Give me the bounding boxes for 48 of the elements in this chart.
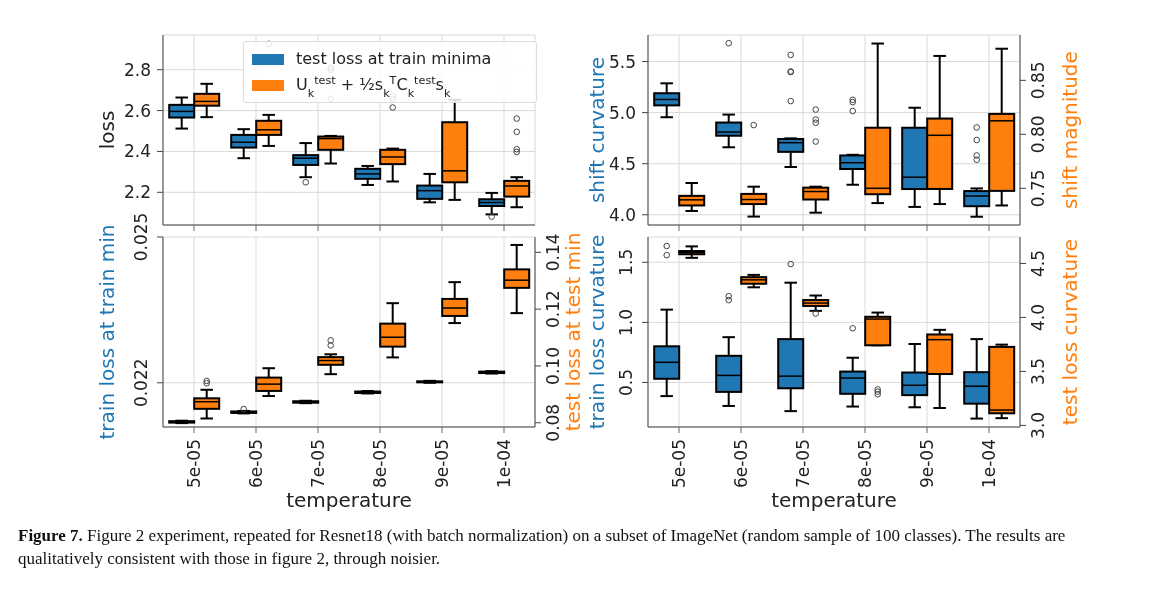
x-tick-label: 1e-04 bbox=[494, 439, 514, 489]
x-tick-label: 1e-04 bbox=[979, 439, 999, 489]
y-tick-label: 2.8 bbox=[123, 59, 151, 80]
y2-tick-label: 0.08 bbox=[543, 403, 563, 442]
y-tick-label: 0.022 bbox=[131, 358, 151, 408]
y2-tick-label: 0.12 bbox=[543, 290, 563, 329]
x-tick-label: 6e-05 bbox=[731, 439, 751, 489]
y2-axis-title: shift magnitude bbox=[1058, 51, 1083, 209]
y-tick-label: 5.5 bbox=[608, 51, 636, 72]
y-tick-label: 2.6 bbox=[123, 100, 151, 121]
y2-tick-label: 3.5 bbox=[1028, 357, 1048, 385]
y-tick-label: 2.4 bbox=[123, 141, 151, 162]
x-tick-label: 6e-05 bbox=[246, 439, 266, 489]
legend-label: test loss at train minima bbox=[296, 49, 492, 68]
y-tick-label: 0.5 bbox=[616, 368, 636, 397]
y-tick-label: 1.0 bbox=[616, 308, 636, 336]
y2-tick-label: 0.14 bbox=[543, 233, 563, 272]
y2-axis-title: test loss curvature bbox=[1058, 238, 1083, 426]
x-tick-label: 5e-05 bbox=[669, 439, 689, 489]
y-axis-title: loss bbox=[95, 110, 120, 150]
y-tick-label: 0.025 bbox=[131, 212, 151, 262]
x-tick-label: 9e-05 bbox=[917, 439, 937, 489]
x-tick-label: 7e-05 bbox=[793, 439, 813, 489]
y-axis-title: train loss curvature bbox=[585, 234, 610, 430]
y-tick-label: 2.2 bbox=[123, 182, 151, 203]
text: U$_{k}$$^{test}$ + ½s$_{k}$$^{T}$C$_{k}$$^{test}$s$_{k}$ bbox=[296, 73, 451, 100]
y2-tick-label: 0.80 bbox=[1028, 115, 1048, 154]
y-tick-label: 4.5 bbox=[608, 153, 636, 174]
y2-tick-label: 0.75 bbox=[1028, 169, 1048, 208]
y2-tick-label: 3.0 bbox=[1028, 411, 1048, 439]
x-tick-label: 7e-05 bbox=[308, 439, 328, 489]
x-axis-title: temperature bbox=[286, 488, 412, 512]
y-axis-title: shift curvature bbox=[585, 56, 610, 204]
x-axis-title: temperature bbox=[771, 488, 897, 512]
y-tick-label: 1.5 bbox=[616, 248, 636, 276]
y2-tick-label: 4.5 bbox=[1028, 249, 1048, 277]
y2-tick-label: 4.0 bbox=[1028, 303, 1048, 331]
y2-tick-label: 0.10 bbox=[543, 347, 563, 385]
y2-tick-label: 0.85 bbox=[1028, 61, 1048, 100]
x-tick-label: 9e-05 bbox=[432, 439, 452, 489]
x-tick-label: 5e-05 bbox=[184, 439, 204, 489]
y2-axis-title: test loss at test min bbox=[561, 232, 586, 432]
x-tick-label: 8e-05 bbox=[855, 439, 875, 489]
x-tick-label: 8e-05 bbox=[370, 439, 390, 489]
y-axis-title: train loss at train min bbox=[95, 224, 120, 440]
y-tick-label: 4.0 bbox=[608, 204, 636, 225]
y-tick-label: 5.0 bbox=[608, 102, 636, 123]
caption: Figure 7. Figure 2 experiment, repeated for Resnet18 (with batch normalization) on a subset of ImageNet (random sample of 100 classes). The results are qualitatively consistent with those in figure 2, through noisier. bbox=[18, 525, 1067, 570]
